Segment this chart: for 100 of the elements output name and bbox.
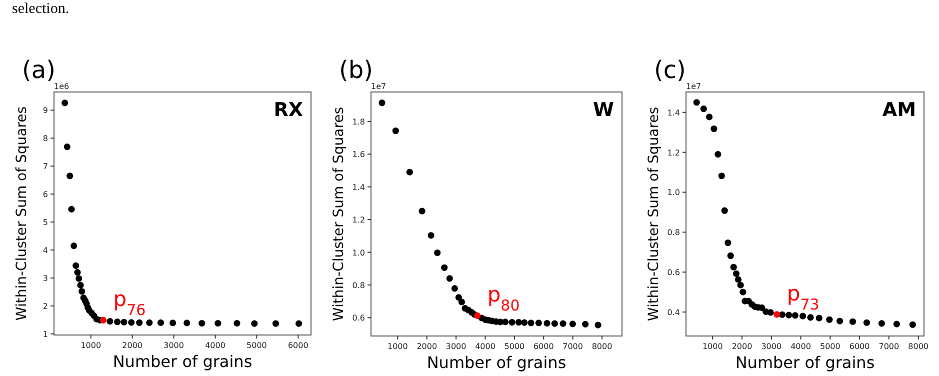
point xyxy=(535,320,542,326)
point xyxy=(786,312,792,318)
x-tick-label: 7000 xyxy=(878,342,900,351)
y-tick-label: 2 xyxy=(42,302,48,311)
annotation: p$_{73}$ xyxy=(786,281,820,314)
point xyxy=(157,319,164,326)
chart-title: (a) xyxy=(22,56,56,84)
y-tick-label: 1.2 xyxy=(352,216,365,225)
point xyxy=(893,320,900,328)
x-tick-label: 8000 xyxy=(908,342,929,351)
point xyxy=(594,322,602,328)
point xyxy=(826,316,833,323)
y-tick-label: 7 xyxy=(42,162,48,172)
x-tick-label: 1000 xyxy=(80,341,102,350)
point xyxy=(441,264,448,271)
point xyxy=(774,311,780,318)
point xyxy=(836,318,844,324)
x-axis-title: Number of grains xyxy=(112,352,252,371)
x-tick-label: 1000 xyxy=(388,342,408,351)
point xyxy=(734,276,742,283)
annotation: p$_{76}$ xyxy=(113,287,146,320)
y-tick-label: 1.0 xyxy=(352,248,365,258)
y-tick-label: 8 xyxy=(42,134,48,144)
point xyxy=(700,105,707,112)
point xyxy=(392,127,399,134)
point xyxy=(184,320,190,326)
x-axis-title: Number of grains xyxy=(735,353,875,372)
point xyxy=(569,320,576,328)
y-axis-title: Within-Cluster Sum of Squares xyxy=(14,106,30,321)
point xyxy=(128,319,135,326)
point xyxy=(68,206,75,212)
chart-title: (b) xyxy=(339,56,373,84)
point xyxy=(710,125,718,132)
point xyxy=(560,320,566,327)
point xyxy=(878,320,886,327)
point xyxy=(406,168,413,176)
point xyxy=(446,275,453,282)
point xyxy=(77,282,84,289)
x-tick-label: 6000 xyxy=(288,341,308,350)
point xyxy=(474,312,481,320)
point xyxy=(718,172,725,180)
x-tick-label: 8000 xyxy=(592,342,612,351)
point xyxy=(170,320,176,326)
y-tick-label: 0.6 xyxy=(667,268,680,278)
y-tick-label: 0.8 xyxy=(352,280,365,290)
x-tick-label: 4000 xyxy=(790,342,811,351)
point xyxy=(521,319,528,326)
point xyxy=(849,318,856,325)
y-tick-label: 0.4 xyxy=(667,308,680,318)
point xyxy=(727,252,734,260)
point xyxy=(106,318,114,325)
point xyxy=(721,207,728,214)
x-tick-label: 2000 xyxy=(122,341,143,350)
x-tick-label: 5000 xyxy=(246,341,267,350)
point xyxy=(737,282,744,288)
annotation: p$_{80}$ xyxy=(487,282,520,315)
point xyxy=(214,320,222,327)
point xyxy=(378,100,386,106)
point xyxy=(458,298,465,306)
point xyxy=(136,319,143,326)
point xyxy=(706,114,713,120)
chart-subtitle: RX xyxy=(274,99,304,121)
x-tick-label: 4000 xyxy=(475,342,496,351)
point xyxy=(714,151,722,158)
x-tick-label: 1000 xyxy=(702,342,723,351)
point xyxy=(428,232,434,239)
x-tick-label: 6000 xyxy=(849,342,870,351)
x-tick-label: 7000 xyxy=(562,342,583,351)
y-tick-label: 1.4 xyxy=(667,108,680,118)
y-axis-title: Within-Cluster Sum of Squares xyxy=(331,106,347,322)
point xyxy=(72,262,80,269)
point xyxy=(451,285,458,292)
point xyxy=(732,270,740,277)
point xyxy=(693,99,700,106)
point xyxy=(70,242,78,250)
point xyxy=(62,100,68,106)
text: 1e7 xyxy=(371,82,386,91)
point xyxy=(778,311,786,318)
point xyxy=(120,318,128,326)
point xyxy=(100,316,107,324)
point xyxy=(800,312,806,320)
y-tick-label: 0.6 xyxy=(352,314,365,323)
point xyxy=(251,320,258,327)
y-tick-label: 0.8 xyxy=(667,228,680,238)
point xyxy=(758,304,766,311)
point xyxy=(582,320,589,328)
point xyxy=(863,319,870,326)
point xyxy=(544,320,550,327)
y-tick-label: 1.4 xyxy=(352,182,365,192)
point xyxy=(146,319,153,326)
x-tick-label: 6000 xyxy=(533,342,554,351)
point xyxy=(816,314,822,322)
x-tick-label: 3000 xyxy=(164,341,184,350)
point xyxy=(74,269,81,276)
x-tick-label: 5000 xyxy=(820,342,840,351)
point xyxy=(418,208,426,214)
point xyxy=(515,318,522,326)
x-axis-title: Number of grains xyxy=(426,353,566,372)
point xyxy=(502,318,509,326)
y-tick-label: 1.2 xyxy=(667,148,680,158)
